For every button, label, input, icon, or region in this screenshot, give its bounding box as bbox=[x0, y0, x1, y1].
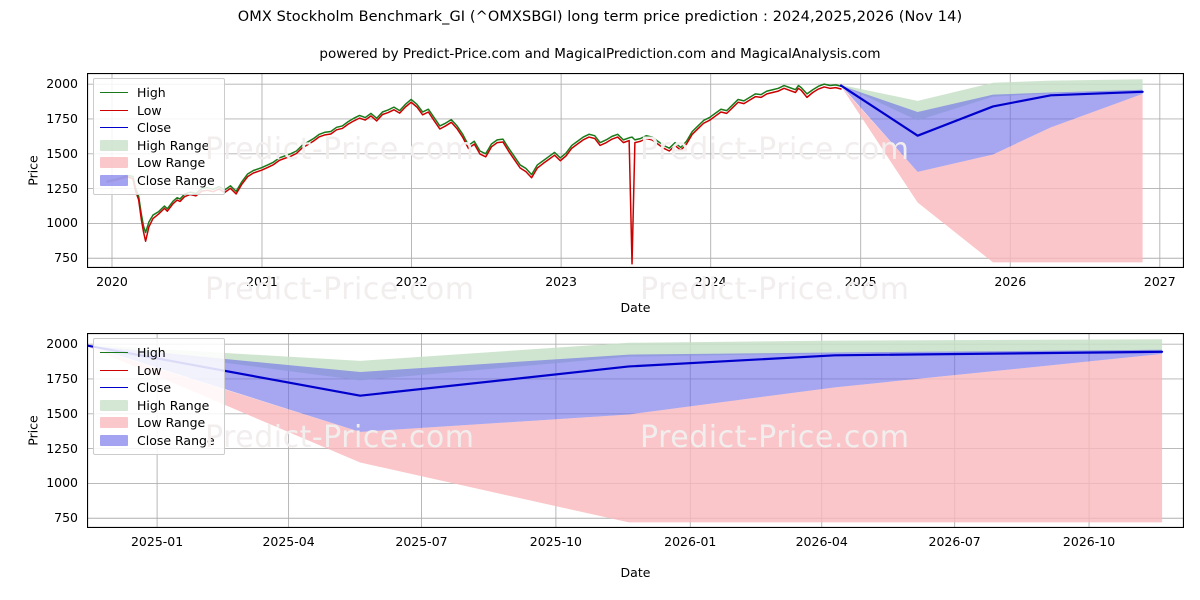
x-tick-label: 2026-04 bbox=[795, 534, 848, 549]
bottom-y-axis-label: Price bbox=[25, 415, 41, 446]
page-title: OMX Stockholm Benchmark_GI (^OMXSBGI) lo… bbox=[237, 9, 963, 25]
legend-item: High Range bbox=[100, 137, 215, 155]
legend-swatch-icon bbox=[100, 105, 128, 116]
high-range-band bbox=[87, 339, 1163, 381]
short-term-chart-legend: High Low Close High Range Low Range Close Ran… bbox=[93, 338, 225, 455]
legend-swatch-icon bbox=[100, 174, 128, 186]
x-tick-label: 2027 bbox=[1143, 274, 1176, 289]
x-tick-label: 2025-01 bbox=[130, 534, 184, 549]
legend-label: High bbox=[137, 85, 166, 100]
legend-label: Low bbox=[137, 362, 162, 378]
legend-swatch-icon bbox=[100, 382, 128, 393]
close-forecast-line bbox=[839, 84, 1144, 137]
x-tick-label: 2022 bbox=[395, 274, 428, 289]
y-tick-label: 1750 bbox=[46, 110, 78, 126]
close-forecast-line bbox=[87, 344, 1164, 397]
legend-swatch-icon bbox=[100, 347, 128, 358]
legend-label: High Range bbox=[137, 397, 210, 413]
legend-label: High Range bbox=[137, 137, 210, 153]
long-term-chart-plot bbox=[87, 73, 1184, 268]
x-tick-label: 2026-10 bbox=[1062, 534, 1116, 549]
x-tick-label: 2025-07 bbox=[395, 534, 448, 549]
y-tick-label: 1000 bbox=[46, 215, 78, 231]
x-tick-label: 2025 bbox=[844, 274, 877, 289]
legend-item: Low Range bbox=[100, 414, 215, 432]
y-tick-label: 1000 bbox=[46, 475, 78, 491]
x-tick-label: 2021 bbox=[246, 274, 278, 289]
x-tick-label: 2025-04 bbox=[262, 534, 315, 549]
legend-swatch-icon bbox=[100, 157, 128, 169]
y-tick-label: 750 bbox=[54, 510, 78, 526]
legend-label: Close bbox=[137, 380, 172, 395]
long-term-chart-legend: High Low Close High Range Low Range Close Ran… bbox=[93, 78, 225, 195]
legend-swatch-icon bbox=[100, 417, 128, 429]
legend-swatch-icon bbox=[100, 139, 128, 151]
legend-item: Low Range bbox=[100, 154, 215, 172]
x-tick-label: 2020 bbox=[96, 274, 128, 289]
short-term-chart-svg bbox=[87, 333, 1184, 528]
y-tick-label: 1250 bbox=[46, 440, 78, 456]
long-term-chart-svg bbox=[87, 73, 1184, 268]
legend-label: Low Range bbox=[137, 415, 206, 430]
top-y-axis-label: Price bbox=[25, 155, 41, 186]
legend-label: Low bbox=[137, 102, 162, 118]
x-tick-label: 2026-01 bbox=[664, 534, 717, 549]
y-tick-label: 1750 bbox=[46, 370, 78, 386]
low-range-band bbox=[87, 346, 1163, 523]
y-tick-label: 1500 bbox=[46, 405, 78, 421]
y-tick-label: 1500 bbox=[46, 145, 78, 161]
legend-label: Low Range bbox=[137, 155, 206, 170]
legend-swatch-icon bbox=[100, 365, 128, 376]
page-subtitle: powered by Predict-Price.com and Magical… bbox=[319, 46, 881, 62]
legend-item: Low bbox=[100, 362, 215, 380]
legend-swatch-icon bbox=[100, 122, 128, 133]
legend-label: Close Range bbox=[137, 172, 215, 188]
legend-label: Close Range bbox=[137, 432, 215, 448]
legend-item: Close bbox=[100, 379, 215, 397]
legend-label: High bbox=[137, 345, 166, 360]
x-tick-label: 2023 bbox=[545, 274, 578, 289]
top-x-axis-label: Date bbox=[620, 300, 651, 315]
x-tick-label: 2026 bbox=[994, 274, 1027, 289]
legend-swatch-icon bbox=[100, 434, 128, 446]
high-range-band bbox=[841, 79, 1143, 121]
legend-item: High bbox=[100, 344, 215, 362]
legend-item: High Range bbox=[100, 397, 215, 415]
legend-item: Close Range bbox=[100, 432, 215, 450]
plot-frame bbox=[87, 73, 1184, 268]
legend-item: Close Range bbox=[100, 172, 215, 190]
legend-swatch-icon bbox=[100, 87, 128, 98]
x-tick-label: 2024 bbox=[694, 274, 727, 289]
low-range-band bbox=[841, 86, 1143, 263]
legend-item: Low bbox=[100, 102, 215, 120]
x-tick-label: 2025-10 bbox=[529, 534, 582, 549]
bottom-x-axis-label: Date bbox=[620, 565, 651, 580]
y-tick-label: 1250 bbox=[46, 180, 78, 196]
legend-label: Close bbox=[137, 120, 172, 135]
legend-item: Close bbox=[100, 119, 215, 137]
y-tick-label: 750 bbox=[54, 250, 78, 266]
plot-frame bbox=[87, 333, 1184, 528]
x-tick-label: 2026-07 bbox=[928, 534, 981, 549]
legend-item: High bbox=[100, 84, 215, 102]
short-term-chart-plot bbox=[87, 333, 1184, 528]
y-tick-label: 2000 bbox=[46, 76, 78, 92]
close-range-band bbox=[841, 85, 1143, 172]
legend-swatch-icon bbox=[100, 399, 128, 411]
close-range-band bbox=[87, 345, 1163, 432]
y-tick-label: 2000 bbox=[46, 336, 78, 352]
